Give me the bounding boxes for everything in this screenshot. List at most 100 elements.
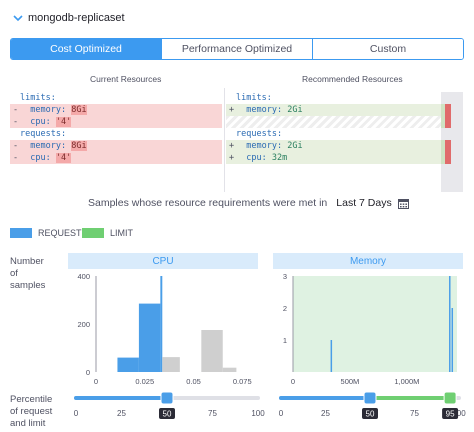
diff-indent	[236, 153, 246, 163]
diff-sign: -	[13, 153, 19, 163]
tab-cost-optimized[interactable]: Cost Optimized	[11, 39, 161, 59]
y-tick-label: 2	[283, 304, 287, 313]
memory-chart-title: Memory	[273, 253, 463, 269]
cpu-percentile-slider[interactable]: 025507510050	[68, 390, 268, 420]
memory-percentile-slider[interactable]: 02550751005095	[273, 390, 469, 420]
diff-overview-ruler[interactable]	[441, 92, 463, 192]
x-tick-label: 0	[94, 377, 98, 386]
diff-line: + memory: 2Gi	[226, 104, 441, 116]
diff-key: memory:	[246, 105, 288, 115]
recommended-resources-diff: limits: + memory: 2Gi requests: + memory: 2…	[226, 88, 441, 192]
y-tick-label: 3	[283, 272, 287, 281]
diff-divider	[224, 88, 225, 192]
diff-text: cpu: '4'	[20, 116, 72, 128]
calendar-icon[interactable]	[397, 198, 409, 209]
histogram-bar	[138, 303, 161, 372]
current-resources-diff: limits: - memory: 8Gi - cpu: '4' requests: -…	[10, 88, 222, 192]
diff-sign: -	[13, 141, 19, 151]
diff-key: cpu:	[246, 153, 272, 163]
diff-text: memory: 8Gi	[20, 104, 87, 116]
number-of-samples-label: Number of samples	[10, 256, 46, 291]
diff-value: 8Gi	[71, 141, 87, 151]
diff-indent	[20, 117, 30, 127]
diff-line: - memory: 8Gi	[10, 140, 222, 152]
diff-text: cpu: 32m	[236, 152, 287, 164]
diff-indent	[20, 153, 30, 163]
diff-key: limits:	[20, 93, 56, 103]
diff-text: limits:	[236, 92, 272, 104]
overview-removed-marker	[445, 104, 451, 128]
diff-sign: +	[229, 141, 235, 151]
percentile-label: Percentile of request and limit	[10, 394, 53, 429]
diff-line: + cpu: 32m	[226, 152, 441, 164]
diff-value: 2Gi	[287, 141, 303, 151]
header: mongodb-replicaset	[12, 10, 125, 26]
cpu-chart-title: CPU	[68, 253, 258, 269]
diff-indent	[236, 105, 246, 115]
request-swatch	[10, 228, 32, 238]
y-tick-label: 200	[77, 320, 90, 329]
diff-indent	[236, 141, 246, 151]
histogram-bar	[162, 357, 180, 372]
diff-line: requests:	[226, 128, 441, 140]
legend-request-label: REQUEST	[38, 228, 82, 238]
diff-text: memory: 2Gi	[236, 104, 302, 116]
samples-label: Samples whose resource requirements were…	[88, 197, 328, 209]
diff-text: requests:	[20, 128, 66, 140]
histogram-bar	[201, 330, 223, 372]
diff-text: memory: 2Gi	[236, 140, 303, 152]
chevron-down-icon[interactable]	[12, 12, 24, 24]
diff-line: limits:	[10, 92, 222, 104]
diff-sign: +	[229, 153, 235, 163]
diff-indent	[20, 141, 30, 151]
request-handle[interactable]	[363, 391, 377, 405]
request-handle-value-bg	[159, 408, 175, 419]
diff-key: memory:	[30, 141, 72, 151]
diff-line: requests:	[10, 128, 222, 140]
diff-key: memory:	[246, 141, 288, 151]
tab-performance-optimized[interactable]: Performance Optimized	[161, 39, 312, 59]
histogram-bar	[222, 367, 237, 372]
legend-limit: LIMIT	[82, 228, 133, 238]
x-tick-label: 0.05	[186, 377, 201, 386]
diff-indent	[20, 105, 30, 115]
cpu-histogram: 0 200 400 0 0.025 0.05 0.075	[77, 272, 252, 386]
diff-key: cpu:	[30, 153, 56, 163]
optimization-tabs: Cost Optimized Performance Optimized Cus…	[10, 38, 464, 60]
slider-tick-label: 100	[251, 409, 265, 418]
diff-line: - memory: 8Gi	[10, 104, 222, 116]
slider-tick-label: 75	[208, 409, 217, 418]
histogram-bar	[449, 276, 451, 372]
x-tick-label: 0.075	[233, 377, 252, 386]
request-handle[interactable]	[160, 391, 174, 405]
diff-text: cpu: '4'	[20, 152, 72, 164]
diff-line: - cpu: '4'	[10, 116, 222, 128]
slider-tick-label: 0	[279, 409, 284, 418]
slider-tick-label: 100	[452, 409, 466, 418]
samples-period-row: Samples whose resource requirements were…	[88, 197, 409, 209]
limit-swatch	[82, 228, 104, 238]
limit-handle-value: 95	[446, 410, 455, 419]
diff-line: limits:	[226, 92, 441, 104]
x-tick-label: 500M	[341, 377, 360, 386]
diff-key: limits:	[236, 93, 272, 103]
period-selector[interactable]: Last 7 Days	[336, 197, 392, 209]
limit-handle-value-bg	[442, 408, 459, 419]
request-handle-value-bg	[362, 408, 378, 419]
slider-tick-label: 75	[410, 409, 419, 418]
diff-sign: +	[229, 105, 235, 115]
histogram-bar	[117, 357, 139, 372]
diff-value: 8Gi	[71, 105, 87, 115]
x-tick-label: 0.025	[135, 377, 154, 386]
tab-custom[interactable]: Custom	[312, 39, 463, 59]
request-handle-value: 50	[366, 410, 375, 419]
diff-text: memory: 8Gi	[20, 140, 87, 152]
diff-key: requests:	[236, 129, 283, 139]
histogram-bar	[160, 276, 163, 372]
workload-title: mongodb-replicaset	[28, 12, 125, 24]
limit-handle[interactable]	[443, 391, 457, 405]
x-tick-label: 1,000M	[394, 377, 419, 386]
y-tick-label: 0	[86, 368, 90, 377]
limit-range-shading	[293, 276, 457, 372]
slider-tick-label: 0	[74, 409, 79, 418]
